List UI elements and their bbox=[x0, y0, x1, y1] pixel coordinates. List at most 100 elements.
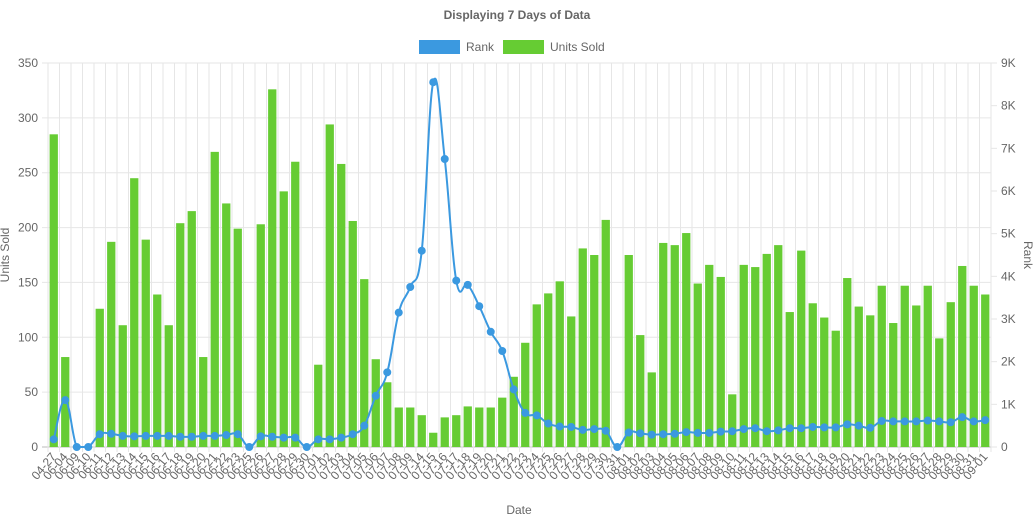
rank-point[interactable] bbox=[84, 443, 93, 451]
bar-units-sold[interactable] bbox=[716, 276, 725, 447]
bar-units-sold[interactable] bbox=[486, 407, 495, 447]
rank-point[interactable] bbox=[981, 416, 990, 425]
bar-units-sold[interactable] bbox=[291, 161, 300, 447]
bar-units-sold[interactable] bbox=[233, 228, 242, 447]
bar-units-sold[interactable] bbox=[153, 294, 162, 447]
bar-units-sold[interactable] bbox=[49, 134, 58, 448]
rank-point[interactable] bbox=[187, 432, 196, 441]
bar-units-sold[interactable] bbox=[728, 394, 737, 447]
bar-units-sold[interactable] bbox=[567, 316, 576, 447]
rank-point[interactable] bbox=[463, 280, 472, 289]
rank-point[interactable] bbox=[590, 425, 599, 434]
bar-units-sold[interactable] bbox=[912, 305, 921, 447]
bar-units-sold[interactable] bbox=[337, 163, 346, 448]
bar-units-sold[interactable] bbox=[187, 211, 196, 447]
bar-units-sold[interactable] bbox=[406, 407, 415, 447]
rank-point[interactable] bbox=[130, 432, 139, 441]
bar-units-sold[interactable] bbox=[958, 265, 967, 447]
rank-point[interactable] bbox=[452, 276, 461, 285]
rank-point[interactable] bbox=[475, 302, 484, 311]
rank-point[interactable] bbox=[176, 432, 185, 441]
bar-units-sold[interactable] bbox=[314, 364, 323, 447]
rank-point[interactable] bbox=[659, 430, 668, 439]
bar-units-sold[interactable] bbox=[130, 178, 139, 447]
bar-units-sold[interactable] bbox=[946, 302, 955, 447]
rank-point[interactable] bbox=[360, 421, 369, 430]
rank-point[interactable] bbox=[716, 427, 725, 436]
rank-point[interactable] bbox=[567, 422, 576, 431]
rank-point[interactable] bbox=[337, 433, 346, 442]
bar-units-sold[interactable] bbox=[199, 357, 208, 447]
rank-point[interactable] bbox=[820, 423, 829, 432]
bar-units-sold[interactable] bbox=[854, 306, 863, 447]
rank-point[interactable] bbox=[49, 435, 58, 444]
bar-units-sold[interactable] bbox=[118, 325, 127, 447]
bar-units-sold[interactable] bbox=[107, 241, 116, 447]
rank-point[interactable] bbox=[394, 308, 403, 317]
rank-point[interactable] bbox=[486, 327, 495, 336]
rank-point[interactable] bbox=[739, 425, 748, 434]
bar-units-sold[interactable] bbox=[739, 264, 748, 447]
rank-point[interactable] bbox=[498, 347, 507, 355]
rank-point[interactable] bbox=[785, 424, 794, 433]
bar-units-sold[interactable] bbox=[348, 220, 357, 447]
bar-units-sold[interactable] bbox=[601, 219, 610, 447]
bar-units-sold[interactable] bbox=[935, 338, 944, 447]
rank-point[interactable] bbox=[279, 433, 288, 442]
bar-units-sold[interactable] bbox=[383, 382, 392, 447]
rank-point[interactable] bbox=[291, 433, 300, 442]
bar-units-sold[interactable] bbox=[866, 315, 875, 447]
bar-units-sold[interactable] bbox=[475, 407, 484, 447]
rank-point[interactable] bbox=[222, 431, 231, 440]
rank-point[interactable] bbox=[95, 430, 104, 439]
bar-units-sold[interactable] bbox=[900, 285, 909, 447]
bar-units-sold[interactable] bbox=[797, 250, 806, 447]
rank-point[interactable] bbox=[406, 283, 415, 291]
rank-point[interactable] bbox=[233, 430, 242, 439]
rank-point[interactable] bbox=[61, 396, 70, 405]
bar-units-sold[interactable] bbox=[877, 285, 886, 447]
rank-point[interactable] bbox=[509, 385, 518, 394]
bar-units-sold[interactable] bbox=[256, 224, 265, 447]
rank-point[interactable] bbox=[682, 428, 691, 437]
rank-point[interactable] bbox=[153, 431, 162, 440]
rank-point[interactable] bbox=[843, 420, 852, 429]
bar-units-sold[interactable] bbox=[624, 255, 633, 447]
bar-units-sold[interactable] bbox=[670, 245, 679, 447]
bar-units-sold[interactable] bbox=[360, 279, 369, 447]
rank-point[interactable] bbox=[900, 417, 909, 426]
bar-units-sold[interactable] bbox=[279, 191, 288, 447]
rank-point[interactable] bbox=[429, 78, 438, 87]
rank-point[interactable] bbox=[383, 368, 392, 377]
bar-units-sold[interactable] bbox=[440, 417, 449, 447]
rank-point[interactable] bbox=[107, 429, 116, 438]
rank-point[interactable] bbox=[325, 435, 334, 444]
rank-point[interactable] bbox=[555, 422, 564, 431]
rank-point[interactable] bbox=[774, 426, 783, 435]
bar-units-sold[interactable] bbox=[659, 242, 668, 447]
bar-units-sold[interactable] bbox=[889, 323, 898, 447]
rank-point[interactable] bbox=[935, 417, 944, 426]
rank-point[interactable] bbox=[141, 431, 150, 440]
rank-point[interactable] bbox=[831, 423, 840, 432]
rank-point[interactable] bbox=[647, 430, 656, 439]
rank-point[interactable] bbox=[118, 431, 127, 440]
rank-point[interactable] bbox=[808, 422, 817, 431]
rank-point[interactable] bbox=[210, 431, 219, 440]
bar-units-sold[interactable] bbox=[325, 124, 334, 447]
rank-point[interactable] bbox=[268, 432, 277, 441]
bar-units-sold[interactable] bbox=[544, 293, 553, 447]
rank-point[interactable] bbox=[532, 411, 541, 420]
rank-point[interactable] bbox=[302, 443, 311, 451]
bar-units-sold[interactable] bbox=[394, 407, 403, 447]
rank-point[interactable] bbox=[889, 417, 898, 426]
legend-item-units-sold[interactable]: Units Sold bbox=[503, 40, 605, 54]
rank-point[interactable] bbox=[958, 413, 967, 422]
rank-point[interactable] bbox=[854, 421, 863, 430]
bar-units-sold[interactable] bbox=[682, 233, 691, 447]
rank-point[interactable] bbox=[371, 391, 380, 400]
bar-units-sold[interactable] bbox=[268, 89, 277, 448]
rank-point[interactable] bbox=[912, 417, 921, 426]
rank-point[interactable] bbox=[72, 443, 81, 451]
legend-item-rank[interactable]: Rank bbox=[419, 40, 495, 54]
